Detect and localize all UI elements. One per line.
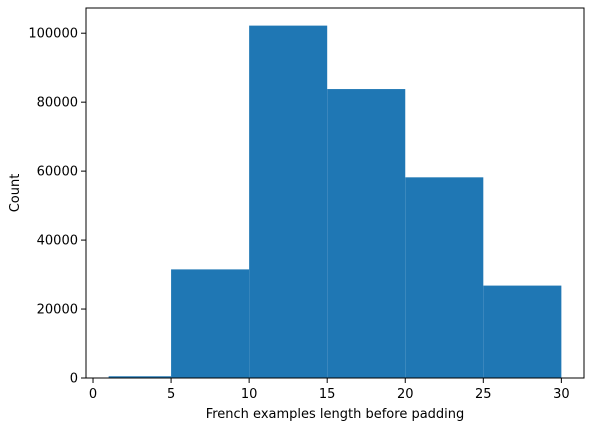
x-axis-ticks: 0 5 10 15 20 25 30 — [89, 378, 570, 402]
x-tick-label: 20 — [397, 387, 414, 402]
y-tick-label: 100000 — [28, 27, 78, 42]
y-axis-ticks: 0 20000 40000 60000 80000 100000 — [28, 27, 86, 387]
histogram-bar-2 — [171, 269, 250, 378]
x-tick-label: 15 — [319, 387, 336, 402]
y-tick-label: 80000 — [37, 96, 78, 111]
plot-frame — [85, 7, 585, 379]
x-tick-label: 25 — [475, 387, 492, 402]
y-tick-label: 0 — [70, 372, 78, 387]
histogram-bar-6 — [483, 285, 562, 378]
x-tick-label: 0 — [89, 387, 97, 402]
histogram-bar-5 — [405, 177, 484, 378]
histogram-bar-4 — [327, 89, 406, 379]
y-tick-label: 20000 — [37, 303, 78, 318]
x-tick-label: 5 — [167, 387, 175, 402]
y-axis-label: Count — [8, 174, 23, 213]
y-tick-label: 40000 — [37, 234, 78, 249]
histogram-bar-3 — [249, 25, 328, 378]
x-tick-label: 10 — [241, 387, 258, 402]
x-axis-label: French examples length before padding — [206, 407, 465, 422]
x-tick-label: 30 — [553, 387, 570, 402]
y-tick-label: 60000 — [37, 165, 78, 180]
histogram-bar-1 — [108, 376, 172, 378]
histogram-bars — [108, 25, 562, 379]
